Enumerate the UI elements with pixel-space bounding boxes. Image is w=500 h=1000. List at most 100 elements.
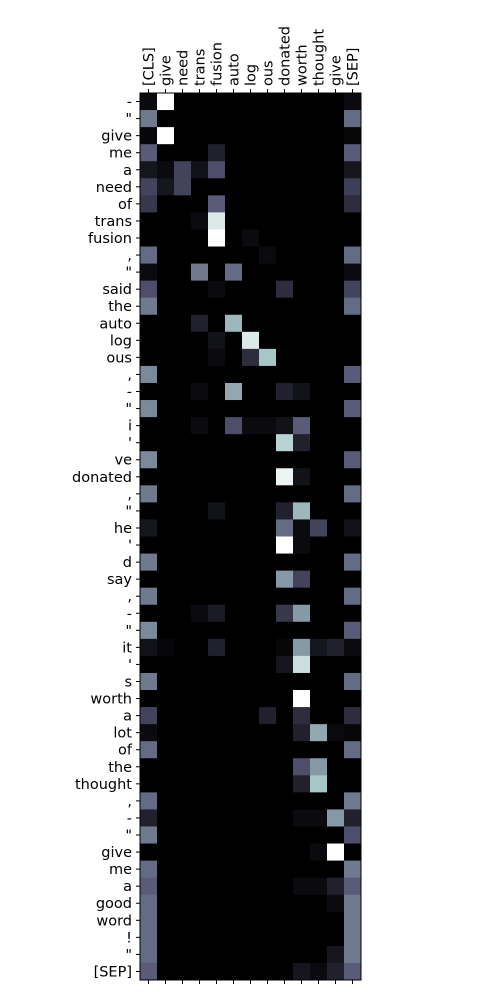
- heatmap-cell: [327, 451, 345, 469]
- heatmap-cell: [310, 400, 328, 418]
- y-tick-label: ,: [127, 589, 132, 605]
- heatmap-cell: [225, 212, 243, 230]
- heatmap-cell: [276, 911, 294, 930]
- heatmap-cell: [242, 877, 260, 896]
- heatmap-cell: [259, 229, 277, 247]
- heatmap-cell: [344, 792, 362, 810]
- heatmap-cell: [174, 297, 192, 316]
- heatmap-cell: [310, 263, 328, 282]
- heatmap-cell: [140, 331, 158, 350]
- heatmap-cell: [344, 604, 362, 623]
- heatmap-cell: [310, 690, 328, 708]
- heatmap-cell: [327, 638, 345, 657]
- heatmap-cell: [276, 365, 294, 384]
- heatmap-cell: [208, 792, 226, 810]
- heatmap-cell: [174, 110, 192, 128]
- heatmap-cell: [191, 604, 209, 623]
- heatmap-cell: [140, 178, 158, 196]
- heatmap-cell: [157, 911, 175, 930]
- y-tick-label: worth: [90, 692, 132, 708]
- heatmap-cell: [174, 809, 192, 827]
- heatmap-cell: [157, 741, 175, 759]
- heatmap-cell: [208, 485, 226, 503]
- heatmap-cell: [174, 519, 192, 537]
- heatmap-cell: [344, 690, 362, 708]
- heatmap-cell: [293, 127, 311, 145]
- heatmap-cell: [191, 945, 209, 964]
- heatmap-cell: [174, 161, 192, 179]
- heatmap-cell: [191, 502, 209, 520]
- heatmap-cell: [344, 382, 362, 401]
- heatmap-cell: [191, 348, 209, 367]
- heatmap-cell: [191, 553, 209, 572]
- heatmap-cell: [140, 775, 158, 793]
- heatmap-cell: [344, 655, 362, 674]
- heatmap-cell: [208, 297, 226, 316]
- heatmap-cell: [344, 911, 362, 930]
- heatmap-cell: [276, 962, 294, 981]
- heatmap-cell: [276, 246, 294, 264]
- heatmap-cell: [242, 519, 260, 537]
- heatmap-cell: [327, 365, 345, 384]
- heatmap-cell: [310, 212, 328, 230]
- heatmap-cell: [259, 348, 277, 367]
- heatmap-cell: [140, 365, 158, 384]
- heatmap-cell: [327, 502, 345, 520]
- y-tick-label: it: [122, 640, 132, 656]
- heatmap-cell: [344, 945, 362, 964]
- x-axis: [CLS] give need trans fusion auto log ous donate…: [142, 26, 362, 984]
- heatmap-cell: [225, 911, 243, 930]
- heatmap-cell: [208, 945, 226, 964]
- heatmap-cell: [140, 894, 158, 913]
- y-tick-label: said: [102, 282, 132, 298]
- heatmap-cell: [157, 314, 175, 333]
- heatmap-cell: [327, 263, 345, 282]
- heatmap-cell: [344, 707, 362, 725]
- heatmap-cell: [293, 348, 311, 367]
- heatmap-cell: [276, 724, 294, 742]
- heatmap-cell: [140, 690, 158, 708]
- heatmap-cell: [225, 451, 243, 469]
- heatmap-cell: [276, 451, 294, 469]
- heatmap-cell: [191, 434, 209, 452]
- heatmap-cell: [344, 485, 362, 503]
- heatmap-cell: [242, 792, 260, 810]
- heatmap-cell: [140, 485, 158, 503]
- heatmap-cell: [208, 127, 226, 145]
- heatmap-cell: [191, 144, 209, 162]
- y-tick-label: ": [125, 402, 132, 418]
- heatmap-cell: [225, 110, 243, 128]
- heatmap-cell: [157, 758, 175, 776]
- heatmap-cell: [242, 110, 260, 128]
- y-tick-label: word: [96, 913, 132, 929]
- heatmap-cell: [242, 775, 260, 793]
- heatmap-cell: [344, 587, 362, 606]
- heatmap-cell: [310, 604, 328, 623]
- heatmap-cell: [276, 655, 294, 674]
- heatmap-cell: [157, 672, 175, 691]
- heatmap-cell: [242, 570, 260, 589]
- heatmap-cell: [174, 246, 192, 264]
- y-tick-label: ": [125, 828, 132, 844]
- y-tick-label: thought: [75, 777, 132, 793]
- heatmap-cell: [259, 587, 277, 606]
- heatmap-cell: [293, 758, 311, 776]
- heatmap-cell: [293, 911, 311, 930]
- heatmap-cell: [242, 161, 260, 179]
- heatmap-cell: [344, 212, 362, 230]
- heatmap-cell: [174, 826, 192, 844]
- heatmap-cell: [208, 382, 226, 401]
- heatmap-cell: [293, 962, 311, 981]
- heatmap-cell: [327, 962, 345, 981]
- heatmap-cell: [276, 553, 294, 572]
- heatmap-cell: [344, 314, 362, 333]
- heatmap-cell: [259, 894, 277, 913]
- heatmap-cell: [157, 587, 175, 606]
- heatmap-cell: [225, 638, 243, 657]
- heatmap-cell: [174, 417, 192, 435]
- heatmap-cell: [174, 792, 192, 810]
- heatmap-cell: [140, 280, 158, 299]
- heatmap-cell: [327, 911, 345, 930]
- heatmap-cell: [157, 263, 175, 282]
